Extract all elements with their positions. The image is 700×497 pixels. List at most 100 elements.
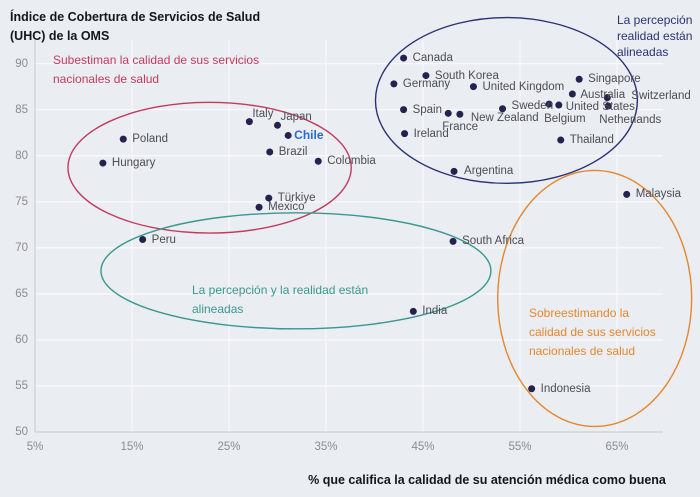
- point-label-netherlands: Netherlands: [599, 113, 662, 126]
- point-poland: [119, 135, 127, 143]
- y-tick-90: 90: [15, 57, 28, 70]
- point-label-united-kingdom: United Kingdom: [482, 80, 565, 93]
- alineadas-abajo-label-line1: La percepción y la realidad están: [192, 283, 369, 297]
- point-label-belgium: Belgium: [544, 113, 586, 126]
- point-japan: [274, 121, 281, 129]
- point-label-germany: Germany: [402, 77, 451, 90]
- point-label-canada: Canada: [412, 52, 453, 65]
- point-netherlands: [604, 102, 612, 110]
- y-tick-50: 50: [15, 426, 28, 438]
- point-south-korea: [422, 72, 430, 80]
- point-new-zealand: [456, 110, 464, 118]
- x-tick-65: 65%: [605, 441, 629, 453]
- point-label-argentina: Argentina: [464, 165, 514, 178]
- y-tick-55: 55: [15, 379, 28, 392]
- point-label-malaysia: Malaysia: [635, 188, 682, 201]
- point-switzerland: [603, 94, 611, 102]
- point-united-kingdom: [469, 83, 477, 91]
- point-label-thailand: Thailand: [569, 134, 614, 147]
- point-germany: [390, 80, 398, 88]
- point-label-italy: Italy: [252, 107, 274, 120]
- x-tick-55: 55%: [508, 441, 532, 453]
- point-hungary: [99, 159, 107, 167]
- point-colombia: [314, 157, 322, 165]
- point-label-south-africa: South Africa: [462, 235, 525, 248]
- subestiman-label-line1: Subestiman la calidad de sus servicios: [53, 53, 260, 67]
- subestiman-label: Subestiman la calidad de sus servicios na…: [53, 51, 259, 88]
- point-label-poland: Poland: [132, 133, 169, 146]
- point-label-chile: Chile: [294, 128, 324, 143]
- point-malaysia: [623, 190, 631, 198]
- point-label-brazil: Brazil: [278, 146, 308, 159]
- chart-title-line2: (UHC) de la OMS: [10, 28, 110, 43]
- y-tick-70: 70: [15, 241, 28, 254]
- point-label-australia: Australia: [580, 88, 626, 101]
- point-italy: [245, 118, 253, 126]
- point-india: [409, 307, 417, 315]
- point-peru: [139, 236, 147, 244]
- point-label-spain: Spain: [412, 103, 443, 116]
- alineadas-arriba-label: La percepción realidad están alineadas: [617, 12, 692, 60]
- subestiman-label-line2: nacionales de salud: [53, 71, 160, 86]
- point-label-peru: Peru: [151, 233, 176, 246]
- point-indonesia: [528, 385, 536, 393]
- alineadas-arriba-label-line3: alineadas: [617, 45, 669, 59]
- point-label-ireland: Ireland: [413, 127, 449, 140]
- point-thailand: [557, 136, 565, 144]
- point-united-states: [555, 101, 563, 109]
- group-ellipse-alineadas-arriba: [374, 16, 639, 185]
- x-axis-title: % que califica la calidad de su atención…: [308, 473, 666, 487]
- chart-title: Índice de Cobertura de Servicios de Salu…: [10, 8, 260, 45]
- group-ellipse-sobreestimando: [496, 169, 693, 428]
- alineadas-abajo-label-line2: alineadas: [192, 302, 244, 316]
- point-türkiye: [265, 194, 273, 202]
- alineadas-arriba-label-line1: La percepción: [617, 13, 693, 27]
- point-south-africa: [449, 237, 457, 245]
- point-label-mexico: Mexico: [268, 201, 305, 214]
- chart-title-line1: Índice de Cobertura de Servicios de Salu…: [10, 10, 261, 24]
- sobreestimando-label-line1: Sobreestimando la: [529, 306, 630, 320]
- point-label-colombia: Colombia: [327, 155, 376, 168]
- point-label-singapore: Singapore: [588, 73, 641, 86]
- sobreestimando-label-line2: calidad de sus servicios: [529, 325, 656, 339]
- point-australia: [568, 90, 576, 98]
- group-ellipse-subestiman: [67, 101, 352, 234]
- point-label-hungary: Hungary: [111, 157, 156, 170]
- alineadas-arriba-label-line2: realidad están: [617, 29, 693, 43]
- point-label-new-zealand: New Zealand: [470, 112, 539, 125]
- point-singapore: [575, 75, 583, 83]
- x-tick-35: 35%: [314, 441, 338, 453]
- point-label-south-korea: South Korea: [434, 69, 499, 82]
- y-tick-85: 85: [15, 103, 28, 116]
- x-tick-45: 45%: [411, 441, 435, 453]
- point-label-indonesia: Indonesia: [540, 382, 591, 395]
- point-chile: [284, 131, 292, 139]
- point-label-united-states: United States: [565, 101, 635, 114]
- point-label-switzerland: Switzerland: [631, 89, 691, 102]
- point-mexico: [255, 203, 263, 211]
- y-tick-65: 65: [15, 287, 28, 300]
- y-tick-80: 80: [15, 149, 28, 162]
- x-tick-15: 15%: [120, 441, 144, 453]
- point-label-japan: Japan: [280, 111, 312, 124]
- point-brazil: [266, 148, 274, 156]
- x-tick-25: 25%: [217, 441, 241, 453]
- point-label-sweden: Sweden: [511, 99, 554, 112]
- y-tick-75: 75: [15, 195, 28, 208]
- point-ireland: [401, 130, 409, 138]
- sobreestimando-label-line3: nacionales de salud: [529, 344, 636, 358]
- point-label-france: France: [442, 121, 479, 134]
- point-argentina: [450, 167, 458, 175]
- y-tick-60: 60: [15, 333, 28, 346]
- point-canada: [400, 54, 408, 62]
- alineadas-abajo-label: La percepción y la realidad están alinead…: [192, 281, 368, 319]
- point-spain: [400, 106, 408, 114]
- point-belgium: [545, 100, 553, 108]
- point-france: [444, 109, 452, 117]
- x-tick-5: 5%: [26, 441, 44, 453]
- group-ellipse-alineadas-abajo: [100, 212, 492, 330]
- point-label-india: India: [422, 305, 448, 318]
- sobreestimando-label: Sobreestimando la calidad de sus servicio…: [529, 304, 656, 361]
